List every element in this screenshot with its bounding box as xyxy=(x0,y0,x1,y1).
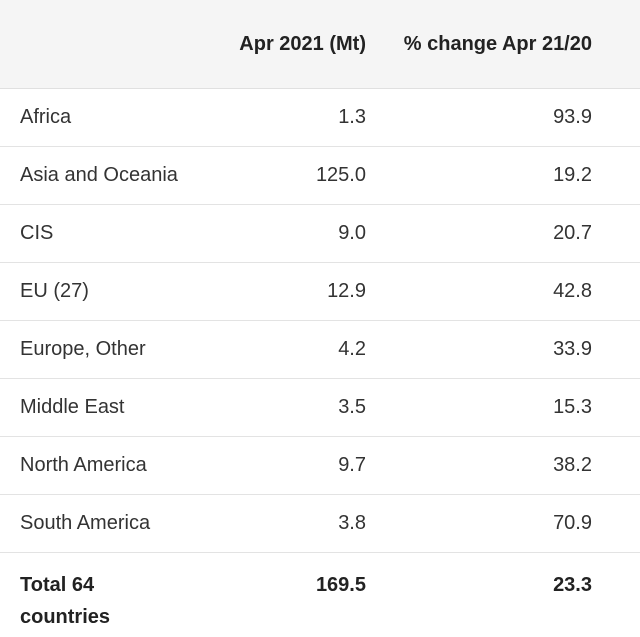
region-cell: Asia and Oceania xyxy=(0,146,230,205)
header-region xyxy=(0,0,230,89)
production-cell: 125.0 xyxy=(230,146,382,205)
table-body: Africa 1.3 93.9 Asia and Oceania 125.0 1… xyxy=(0,88,640,633)
header-apr-2021: Apr 2021 (Mt) xyxy=(230,0,382,89)
change-cell: 33.9 xyxy=(382,320,640,379)
total-label-cell: Total 64 countries xyxy=(0,552,230,633)
total-label: Total 64 countries xyxy=(20,573,111,628)
total-row: Total 64 countries 169.5 23.3 xyxy=(0,552,640,633)
header-row: Apr 2021 (Mt) % change Apr 21/20 xyxy=(0,0,640,89)
table-header: Apr 2021 (Mt) % change Apr 21/20 xyxy=(0,0,640,89)
table-row: Africa 1.3 93.9 xyxy=(0,88,640,147)
production-cell: 1.3 xyxy=(230,88,382,147)
production-cell: 9.0 xyxy=(230,204,382,263)
change-cell: 20.7 xyxy=(382,204,640,263)
total-production-cell: 169.5 xyxy=(315,573,366,596)
production-cell: 9.7 xyxy=(230,436,382,495)
change-cell: 15.3 xyxy=(382,378,640,437)
production-cell: 12.9 xyxy=(230,262,382,321)
region-cell: North America xyxy=(0,436,230,495)
table-row: North America 9.7 38.2 xyxy=(0,436,640,495)
change-cell: 19.2 xyxy=(382,146,640,205)
header-percent-change: % change Apr 21/20 xyxy=(382,0,640,89)
production-cell: 3.8 xyxy=(230,494,382,553)
region-cell: Africa xyxy=(0,88,230,147)
table-row: Asia and Oceania 125.0 19.2 xyxy=(0,146,640,205)
region-cell: South America xyxy=(0,494,230,553)
table-row: CIS 9.0 20.7 xyxy=(0,204,640,263)
table-row: Europe, Other 4.2 33.9 xyxy=(0,320,640,379)
region-cell: Europe, Other xyxy=(0,320,230,379)
table-row: South America 3.8 70.9 xyxy=(0,494,640,553)
change-cell: 38.2 xyxy=(382,436,640,495)
change-cell: 70.9 xyxy=(382,494,640,553)
change-cell: 42.8 xyxy=(382,262,640,321)
total-change-cell: 23.3 xyxy=(553,573,592,596)
region-cell: CIS xyxy=(0,204,230,263)
region-cell: EU (27) xyxy=(0,262,230,321)
production-cell: 3.5 xyxy=(230,378,382,437)
production-cell: 4.2 xyxy=(230,320,382,379)
region-cell: Middle East xyxy=(0,378,230,437)
change-cell: 93.9 xyxy=(382,88,640,147)
table-row: Middle East 3.5 15.3 xyxy=(0,378,640,437)
table-row: EU (27) 12.9 42.8 xyxy=(0,262,640,321)
